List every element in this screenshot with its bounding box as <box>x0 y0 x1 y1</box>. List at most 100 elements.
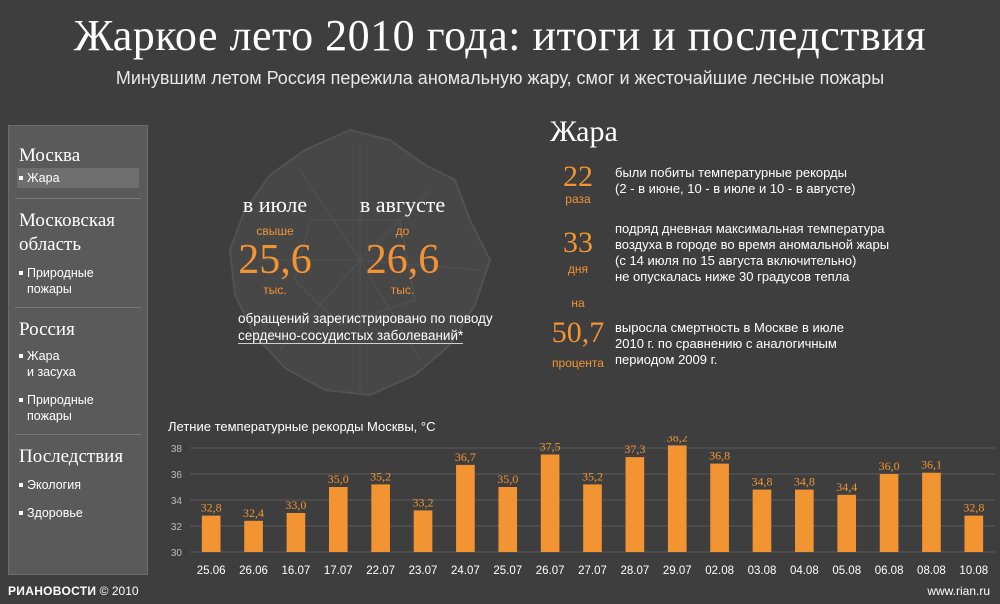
data-label: 35,2 <box>582 469 603 483</box>
data-label: 33,0 <box>285 498 306 512</box>
bar <box>498 487 518 552</box>
sidebar-section-region: Московская область Природные пожары <box>9 209 147 297</box>
bar <box>540 454 560 552</box>
sidebar-item-label: Экология <box>27 478 81 492</box>
x-tick-label: 06.08 <box>875 565 904 577</box>
x-tick-label: 04.08 <box>790 565 819 577</box>
data-label: 36,7 <box>455 450 476 464</box>
sidebar-section-consequences: Последствия Экология Здоровье <box>9 445 147 521</box>
bar <box>752 489 772 552</box>
temperature-bar-chart: 30 32 34 36 38 32,8 25.06 32,4 26.06 33,0 16.07 35,… <box>171 436 995 577</box>
august-prefix: до <box>395 224 410 238</box>
x-tick-label: 17.07 <box>324 565 353 577</box>
stat-records-unit: раза <box>565 192 591 206</box>
x-tick-label: 10.08 <box>959 565 988 577</box>
sidebar-item-russia-fires[interactable]: Природные пожары <box>19 392 137 424</box>
stat-days-unit: дня <box>567 262 589 276</box>
y-tick-label: 38 <box>171 444 183 455</box>
stat-text-line: (с 14 июля по 15 августа включительно) <box>615 253 857 268</box>
sidebar-item-label: пожары <box>27 409 72 423</box>
appeals-note-link[interactable]: сердечно-сосудистых заболеваний* <box>238 328 464 344</box>
bar <box>837 494 857 552</box>
x-tick-label: 23.07 <box>409 565 438 577</box>
x-tick-label: 26.06 <box>239 565 268 577</box>
heat-title: Жара <box>550 115 618 148</box>
data-label: 36,1 <box>921 458 942 472</box>
stat-mortality-number: 50,7 <box>551 316 605 349</box>
sidebar-item-heat[interactable]: Жара <box>17 168 139 188</box>
x-tick-label: 24.07 <box>451 565 480 577</box>
bar <box>667 445 687 552</box>
sidebar-item-heat-drought[interactable]: Жара и засуха <box>19 348 137 380</box>
bar <box>625 457 645 552</box>
july-prefix: свыше <box>256 224 294 238</box>
ria-logo: РИАНОВОСТИ <box>8 584 97 598</box>
stat-text-line: были побиты температурные рекорды <box>615 165 847 180</box>
bar <box>879 474 899 552</box>
x-tick-label: 28.07 <box>620 565 649 577</box>
sidebar-divider <box>15 307 141 308</box>
bar <box>413 510 433 552</box>
data-label: 32,4 <box>243 506 264 520</box>
data-label: 34,8 <box>751 475 772 489</box>
bar <box>456 464 475 552</box>
stat-text-line: подряд дневная максимальная температура <box>615 221 885 236</box>
x-tick-label: 27.07 <box>578 565 607 577</box>
sidebar-item-label: и засуха <box>27 365 76 379</box>
sidebar-item-label: пожары <box>27 282 72 296</box>
page-title: Жаркое лето 2010 года: итоги и последств… <box>73 11 927 60</box>
stat-mortality-unit: процента <box>552 356 604 370</box>
footer-brand: РИАНОВОСТИ © 2010 <box>8 584 139 598</box>
august-label: в августе <box>359 192 446 217</box>
y-tick-label: 30 <box>171 548 183 559</box>
stat-mortality-prefix: на <box>571 296 585 310</box>
sidebar-divider <box>15 198 141 199</box>
x-tick-label: 05.08 <box>832 565 861 577</box>
stat-records-number: 22 <box>563 160 593 193</box>
bar <box>244 520 263 552</box>
sidebar-header-russia[interactable]: Россия <box>19 319 75 340</box>
data-label: 34,4 <box>836 480 857 494</box>
x-tick-label: 22.07 <box>366 565 395 577</box>
data-label: 34,8 <box>794 475 815 489</box>
bar <box>964 515 984 552</box>
july-unit: тыс. <box>263 283 287 297</box>
bar <box>583 484 602 552</box>
sidebar-item-region-fires[interactable]: Природные пожары <box>19 265 137 297</box>
x-tick-label: 26.07 <box>536 565 565 577</box>
stat-text-line: периодом 2009 г. <box>615 352 718 367</box>
x-tick-label: 29.07 <box>663 565 692 577</box>
data-label: 32,8 <box>963 501 984 515</box>
data-label: 36,8 <box>709 449 730 463</box>
x-tick-label: 02.08 <box>705 565 734 577</box>
data-label: 37,3 <box>624 442 645 456</box>
sidebar-header-consequences[interactable]: Последствия <box>19 446 124 467</box>
sidebar-item-label: Природные <box>27 266 94 280</box>
x-tick-label: 16.07 <box>282 565 311 577</box>
sidebar-header-line: область <box>19 234 82 255</box>
sidebar-item-ecology[interactable]: Экология <box>19 477 137 493</box>
sidebar-section-moscow: Москва Жара <box>9 126 147 188</box>
sidebar-header-line: Московская <box>19 210 116 231</box>
y-tick-label: 36 <box>171 470 183 481</box>
y-tick-label: 34 <box>171 496 183 507</box>
footer-url[interactable]: www.rian.ru <box>927 584 990 598</box>
sidebar-item-label: Жара <box>27 349 60 363</box>
stat-days-number: 33 <box>563 226 593 259</box>
stat-days-text: подряд дневная максимальная температура … <box>615 221 995 285</box>
sidebar-item-label: Жара <box>27 171 60 185</box>
sidebar-item-health[interactable]: Здоровье <box>19 505 137 521</box>
july-value: 25,6 <box>238 237 312 283</box>
data-label: 37,5 <box>540 440 561 454</box>
bar <box>922 472 941 552</box>
footer-copyright: © 2010 <box>99 584 139 598</box>
x-tick-label: 25.07 <box>493 565 522 577</box>
sidebar-header-moscow[interactable]: Москва <box>19 145 81 166</box>
august-value: 26,6 <box>365 237 440 283</box>
july-label: в июле <box>242 192 308 217</box>
sidebar-header-region[interactable]: Московская область <box>19 209 137 257</box>
sidebar-divider <box>15 434 141 435</box>
sidebar-item-label: Природные <box>27 393 94 407</box>
appeals-note-line: обращений зарегистрировано по поводу <box>238 311 493 326</box>
sidebar-item-label: Здоровье <box>27 506 83 520</box>
